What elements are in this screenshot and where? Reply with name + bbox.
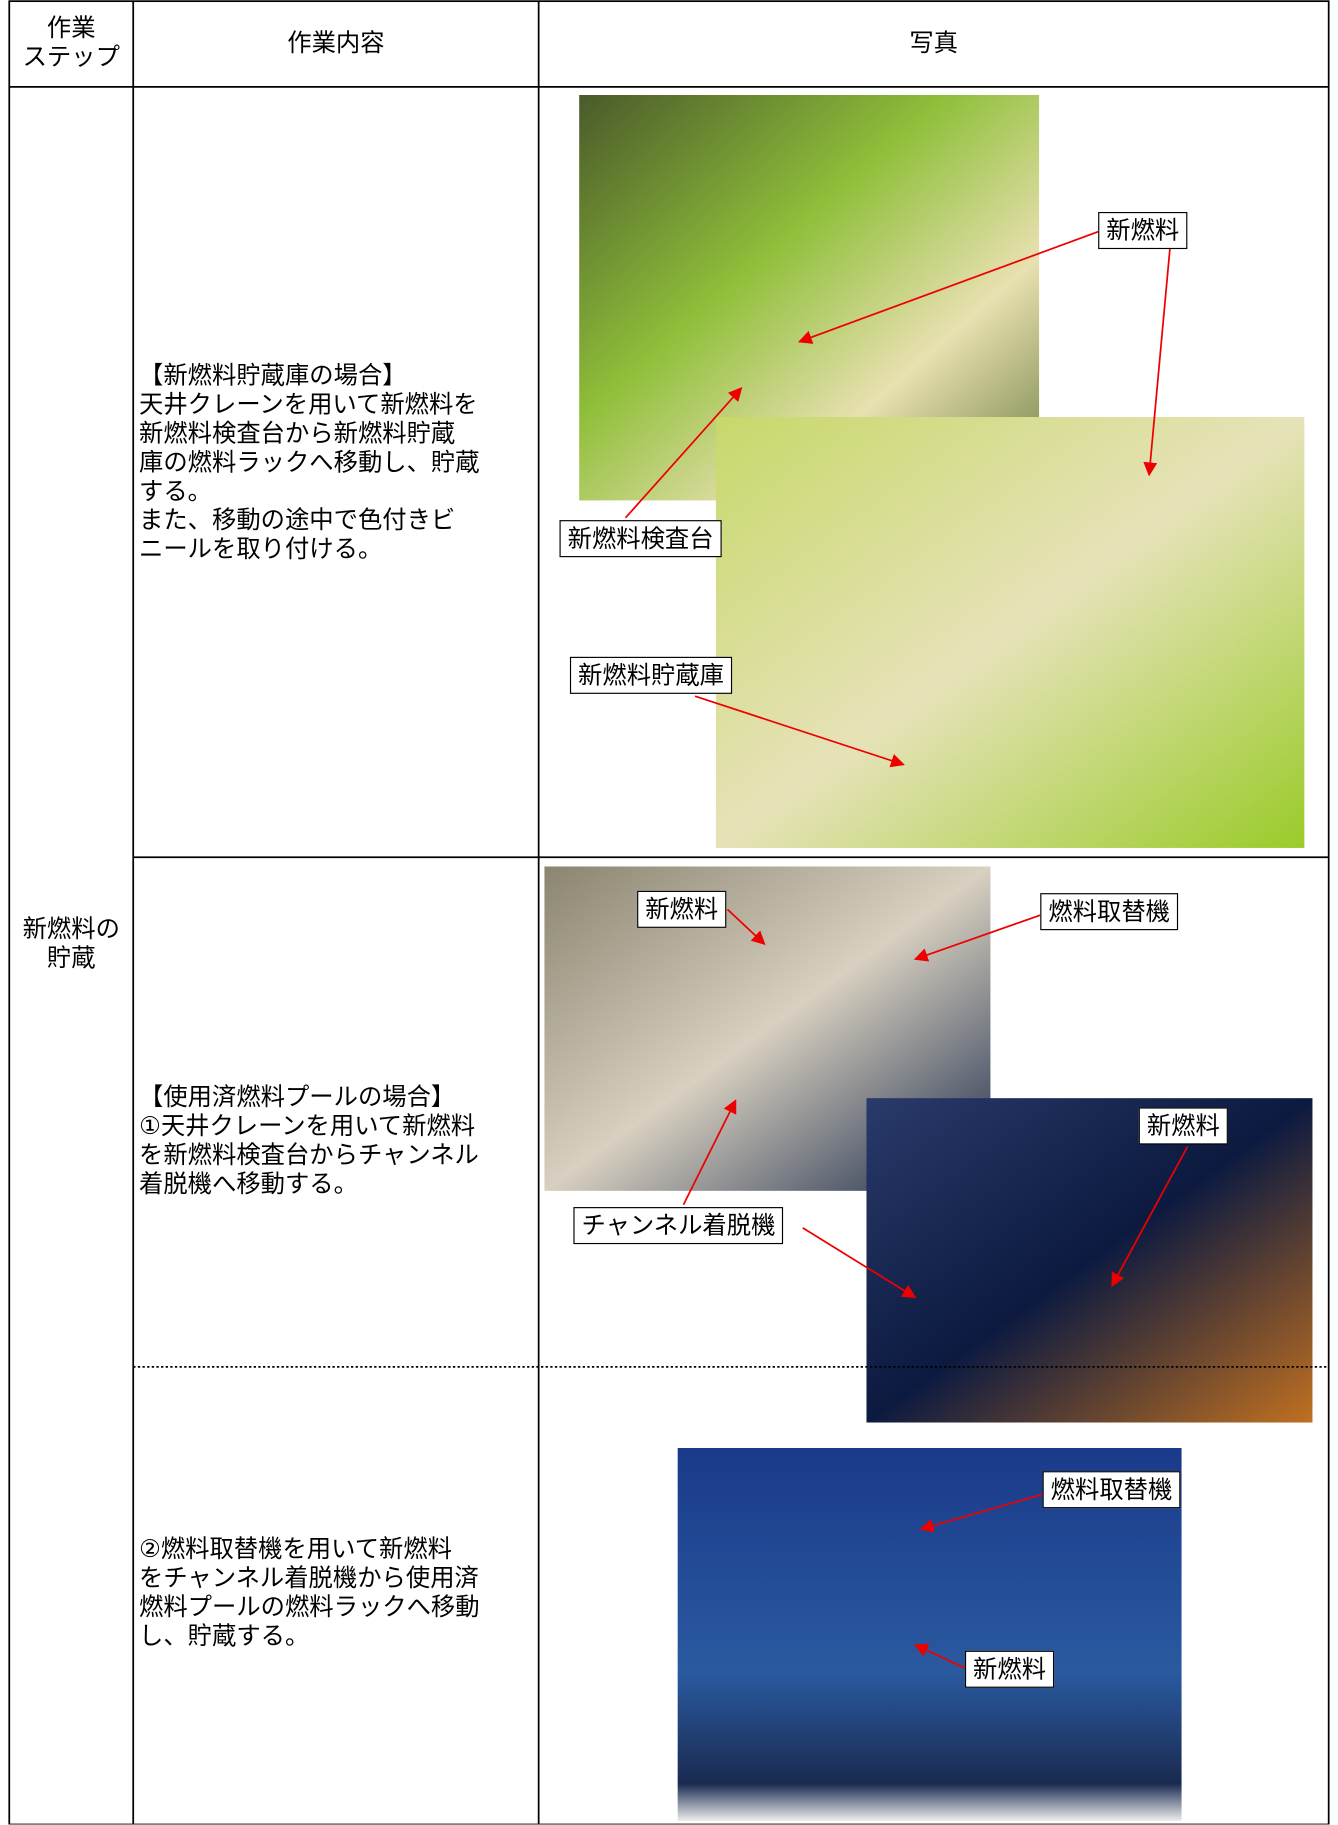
callout: 新燃料 [637,890,727,928]
header-content: 作業内容 [287,28,385,57]
callout: 新燃料 [964,1650,1055,1688]
header-photo: 写真 [909,28,958,57]
photo [866,1098,1313,1423]
callout: 燃料取替機 [1042,1471,1181,1509]
callout: 新燃料検査台 [559,520,722,558]
callout: 新燃料 [1098,211,1188,250]
step-cell: 新燃料の 貯蔵 [22,915,120,972]
row-content: ②燃料取替機を用いて新燃料 をチャンネル着脱機から使用済 燃料プールの燃料ラック… [139,1534,480,1650]
callout: 新燃料 [1138,1107,1228,1145]
photo [677,1448,1182,1822]
arrows [624,230,1189,1669]
photos [544,94,1313,1822]
table-lines [8,0,1330,1825]
callout: 燃料取替機 [1040,893,1179,931]
header-step: 作業 ステップ [22,13,120,71]
photo [715,417,1305,848]
callout: チャンネル着脱機 [573,1207,784,1245]
row-content: 【新燃料貯蔵庫の場合】 天井クレーンを用いて新燃料を 新燃料検査台から新燃料貯蔵… [139,361,480,563]
row-content: 【使用済燃料プールの場合】 ①天井クレーンを用いて新燃料 を新燃料検査台からチャ… [139,1083,479,1198]
callout: 新燃料貯蔵庫 [569,656,733,694]
